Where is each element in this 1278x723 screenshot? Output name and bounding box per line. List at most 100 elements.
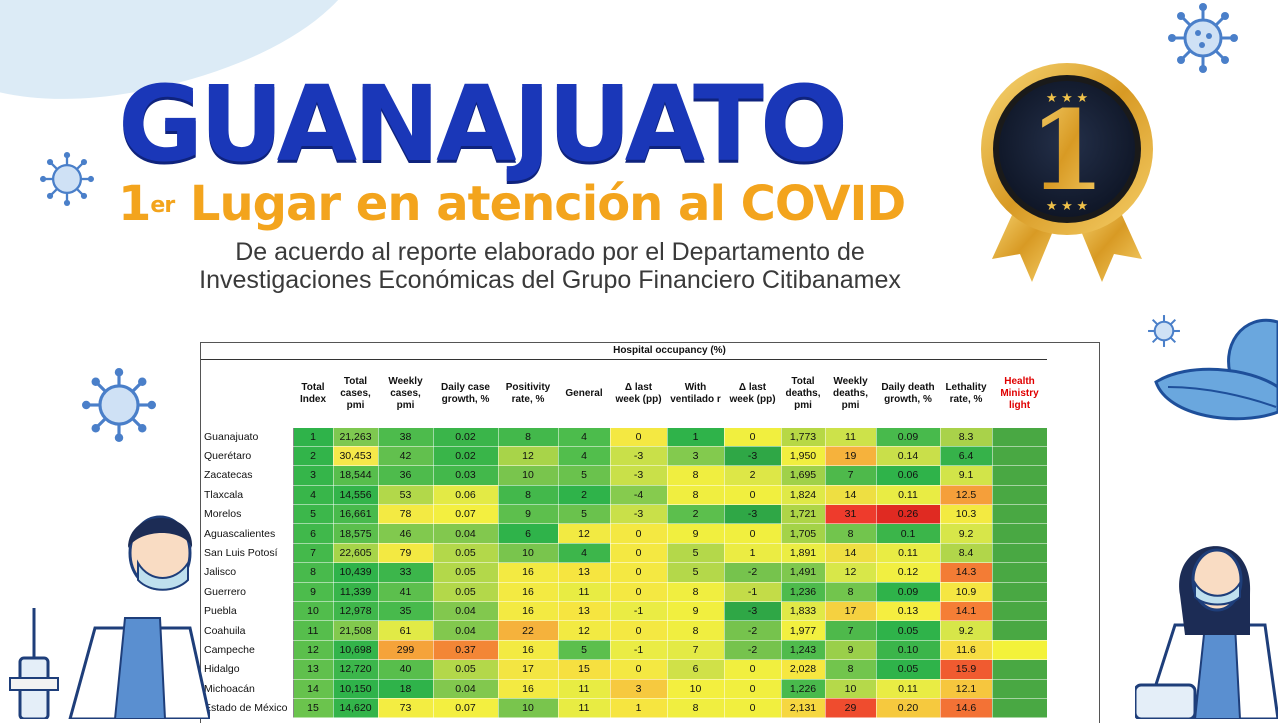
table-cell: 78 <box>378 504 434 525</box>
table-cell: 16 <box>498 582 559 603</box>
table-cell: 9 <box>293 582 334 603</box>
table-cell: 12 <box>498 446 559 467</box>
table-cell: 0 <box>610 659 668 680</box>
table-cell: 0.04 <box>433 523 499 544</box>
state-name: Estado de México <box>201 698 294 719</box>
hospital-occupancy-header: Hospital occupancy (%) <box>613 344 726 356</box>
svg-text:★ ★ ★: ★ ★ ★ <box>1046 90 1088 105</box>
table-cell <box>992 582 1048 603</box>
table-cell: 5 <box>293 504 334 525</box>
table-cell: 0.06 <box>433 485 499 506</box>
table-cell: 0.05 <box>433 562 499 583</box>
table-cell: 299 <box>378 640 434 661</box>
table-row: Estado de México 15 14,620 73 0.07 10 11 1 8 0 2,1… <box>201 698 1048 719</box>
state-name: Hidalgo <box>201 659 294 680</box>
table-cell: 12 <box>558 523 611 544</box>
table-cell: 14,620 <box>333 698 379 719</box>
table-cell <box>992 427 1048 447</box>
table-cell: 0 <box>610 427 668 447</box>
table-cell: 17 <box>825 601 877 622</box>
medal-icon: 1 ★ ★ ★ ★ ★ ★ <box>981 63 1153 282</box>
table-cell: 0.07 <box>433 504 499 525</box>
table-cell: 0.05 <box>433 659 499 680</box>
column-header: With ventilado r <box>670 381 721 405</box>
table-cell: 36 <box>378 465 434 486</box>
table-cell: 1,950 <box>781 446 826 467</box>
table-cell: -3 <box>724 601 782 622</box>
table-cell: 0.09 <box>876 427 941 447</box>
column-header: General <box>565 387 603 399</box>
column-header: Positivity rate, % <box>505 381 551 405</box>
table-cell: 10 <box>498 465 559 486</box>
column-header: Daily case growth, % <box>441 381 490 405</box>
table-cell: 11 <box>558 698 611 719</box>
table-cell: 0 <box>610 620 668 641</box>
table-cell: 2 <box>293 446 334 467</box>
table-cell: -3 <box>724 446 782 467</box>
table-cell: 11 <box>825 427 877 447</box>
table-row: Aguascalientes 6 18,575 46 0.04 6 12 0 9 0 1,705 8 0… <box>201 523 1048 544</box>
table-cell: 0.05 <box>876 620 941 641</box>
table-cell: 14.1 <box>940 601 993 622</box>
description-line-1: De acuerdo al reporte elaborado por el D… <box>235 238 865 266</box>
table-cell: 12.5 <box>940 485 993 506</box>
table-cell <box>992 640 1048 661</box>
table-cell: 41 <box>378 582 434 603</box>
table-cell: 0.04 <box>433 679 499 699</box>
table-cell: 14 <box>825 543 877 564</box>
column-header: Δ last week (pp) <box>615 381 662 405</box>
table-cell: 8 <box>825 582 877 603</box>
table-cell: 38 <box>378 427 434 447</box>
table-cell: 11 <box>293 620 334 641</box>
table-cell: 0 <box>724 659 782 680</box>
table-cell: 8 <box>667 485 725 506</box>
table-cell: 22,605 <box>333 543 379 564</box>
column-header: Weekly deaths, pmi <box>832 375 868 411</box>
table-cell: 0 <box>610 562 668 583</box>
table-cell <box>992 523 1048 544</box>
table-cell: -2 <box>724 640 782 661</box>
table-cell <box>992 562 1048 583</box>
table-cell: 0.02 <box>433 427 499 447</box>
column-header: Total cases, pmi <box>340 375 371 411</box>
table-cell: 0.20 <box>876 698 941 719</box>
table-cell: 0.11 <box>876 543 941 564</box>
table-cell: 12 <box>825 562 877 583</box>
table-cell: 8 <box>667 582 725 603</box>
table-cell: 16 <box>498 601 559 622</box>
column-header <box>201 359 293 428</box>
column-header: Weekly cases, pmi <box>388 375 423 411</box>
table-cell: 8.4 <box>940 543 993 564</box>
column-header: Health Ministry light <box>1000 375 1039 411</box>
table-cell: 4 <box>293 485 334 506</box>
table-cell <box>992 698 1048 719</box>
table-row: Campeche 12 10,698 299 0.37 16 5 -1 7 -2 1,243 9 0.1… <box>201 640 1048 661</box>
table-cell: 0.05 <box>876 659 941 680</box>
table-cell: 10.3 <box>940 504 993 525</box>
table-cell: 16 <box>498 562 559 583</box>
table-cell: 1,243 <box>781 640 826 661</box>
table-cell: 14,556 <box>333 485 379 506</box>
table-cell: 1,226 <box>781 679 826 699</box>
table-cell: 8 <box>498 485 559 506</box>
table-row: Jalisco 8 10,439 33 0.05 16 13 0 5 -2 1,491 12 0.12 1… <box>201 562 1048 583</box>
table-cell: -3 <box>610 504 668 525</box>
table-cell: 10 <box>498 543 559 564</box>
table-row: San Luis Potosí 7 22,605 79 0.05 10 4 0 5 1 1,891 1… <box>201 543 1048 564</box>
table-cell: 8 <box>667 465 725 486</box>
table-cell <box>992 465 1048 486</box>
table-cell: -3 <box>610 465 668 486</box>
table-row: Tlaxcala 4 14,556 53 0.06 8 2 -4 8 0 1,824 14 0.11 12… <box>201 485 1048 506</box>
state-name: Guerrero <box>201 582 294 603</box>
table-cell: 15 <box>558 659 611 680</box>
table-cell: 2,028 <box>781 659 826 680</box>
table-cell: 0.14 <box>876 446 941 467</box>
table-cell: 12.1 <box>940 679 993 699</box>
table-row: Zacatecas 3 18,544 36 0.03 10 5 -3 8 2 1,695 7 0.06 9… <box>201 465 1048 486</box>
table-cell: 17 <box>498 659 559 680</box>
table-cell: 0 <box>610 543 668 564</box>
table-cell: 79 <box>378 543 434 564</box>
column-header: Lethality rate, % <box>945 381 987 405</box>
table-cell: 7 <box>667 640 725 661</box>
table-cell: 10,439 <box>333 562 379 583</box>
